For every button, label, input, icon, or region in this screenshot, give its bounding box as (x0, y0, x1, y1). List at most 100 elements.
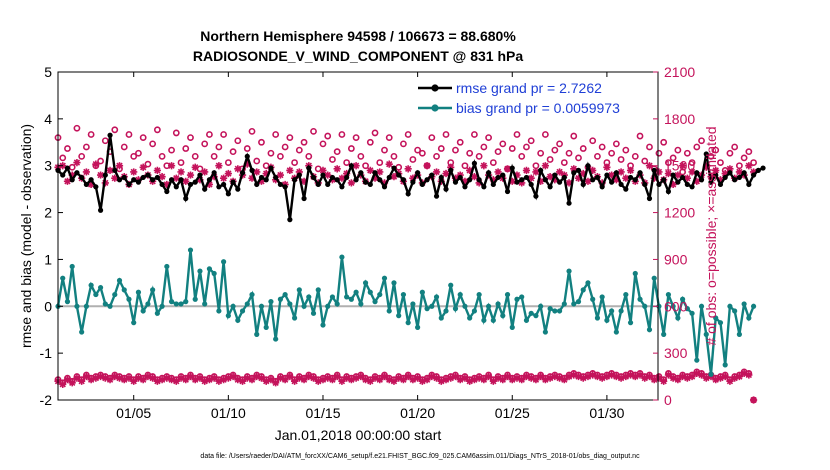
obs-assimilated-point (608, 371, 616, 379)
obs-assimilated-point (693, 177, 701, 185)
obs-assimilated-point (664, 371, 673, 379)
obs-possible-point (693, 143, 701, 151)
obs-assimilated-point (286, 166, 294, 174)
obs-assimilated-point (418, 377, 426, 385)
rmse-point (135, 179, 142, 185)
obs-assimilated-point (546, 374, 554, 382)
rmse-point (126, 181, 132, 188)
obs-assimilated-point (234, 165, 242, 173)
obs-assimilated-point (357, 372, 365, 381)
obs-assimilated-point (565, 372, 573, 381)
bias-point (150, 287, 156, 293)
rmse-point (665, 188, 672, 195)
obs-assimilated-point (167, 162, 176, 170)
right-axis: 0 300 600 900 1200 1500 1800 2100 (653, 64, 695, 408)
obs-possible-point (362, 162, 369, 170)
legend-rmse-label: rmse grand pr = 2.7262 (456, 80, 602, 96)
obs-assimilated-point (130, 377, 138, 385)
legend-rmse-marker (431, 84, 439, 92)
rmse-point (689, 184, 695, 190)
obs-possible-point (608, 149, 616, 157)
obs-possible-point (745, 148, 753, 156)
obs-assimilated-point (385, 160, 393, 168)
obs-possible-point (707, 152, 715, 160)
bias-point (604, 317, 610, 323)
bias-point (651, 275, 657, 281)
bias-point (197, 268, 203, 274)
bias-point (433, 294, 440, 300)
obs-assimilated-point (172, 174, 180, 182)
obs-assimilated-point (319, 376, 327, 384)
y-right-tick-label: 0 (664, 392, 672, 408)
obs-assimilated-point (82, 168, 90, 176)
obs-assimilated-point (352, 162, 360, 170)
obs-possible-point (665, 159, 672, 166)
x-tick-label: 01/25 (495, 405, 530, 421)
rmse-point (239, 170, 246, 176)
bias-point (187, 247, 194, 253)
obs-assimilated-point (101, 374, 109, 382)
bias-point (575, 299, 582, 305)
rmse-point (150, 177, 156, 183)
bias-point (135, 289, 142, 295)
rmse-point (202, 186, 208, 192)
obs-assimilated-point (466, 377, 474, 385)
series-rmse (55, 132, 766, 223)
rmse-point (443, 186, 449, 192)
obs-assimilated-point (655, 374, 663, 382)
obs-assimilated-point (115, 162, 124, 170)
obs-assimilated-point (451, 372, 460, 381)
obs-possible-point (617, 156, 625, 163)
obs-assimilated-point (257, 177, 266, 185)
bias-point (83, 303, 89, 309)
bias-point (325, 303, 331, 309)
obs-assimilated-point (475, 374, 483, 382)
bias-point (97, 284, 104, 291)
rmse-point (651, 167, 657, 173)
obs-assimilated-point (376, 168, 384, 176)
bias-point (263, 324, 269, 330)
rmse-point (254, 181, 260, 188)
obs-possible-point (532, 162, 540, 170)
obs-assimilated-point (63, 177, 72, 185)
bias-point (348, 296, 354, 302)
bias-point (202, 301, 208, 307)
rmse-point (566, 200, 572, 206)
obs-assimilated-point (120, 376, 128, 384)
obs-assimilated-point (309, 374, 318, 382)
obs-assimilated-point (333, 372, 341, 381)
bias-point (585, 280, 591, 286)
rmse-point (173, 184, 179, 190)
rmse-point (732, 177, 738, 183)
obs-possible-point (489, 159, 497, 166)
obs-assimilated-point (276, 374, 284, 382)
y-right-tick-label: 900 (664, 251, 688, 267)
y-right-axis-label: # of obs: o=possible; ×=assimilated (703, 126, 719, 345)
rmse-point (429, 172, 435, 178)
rmse-point (613, 170, 619, 176)
obs-possible-point (560, 159, 568, 166)
rmse-point (69, 177, 75, 183)
obs-assimilated-point (324, 171, 332, 179)
bias-point (239, 308, 246, 314)
obs-assimilated-point (631, 372, 639, 381)
obs-possible-point (518, 152, 526, 160)
obs-assimilated-point (73, 374, 81, 382)
obs-possible-point (224, 159, 232, 166)
rmse-point (438, 174, 444, 181)
rmse-point (410, 179, 416, 185)
obs-assimilated-point (735, 372, 743, 381)
obs-assimilated-point (68, 171, 76, 179)
obs-possible-point (319, 140, 327, 148)
bias-point (632, 270, 638, 277)
obs-assimilated-point (702, 374, 710, 382)
obs-possible-point (461, 162, 469, 170)
bias-point (192, 296, 198, 302)
plot-frame (57, 71, 659, 401)
bias-point (556, 308, 563, 314)
obs-possible-point (153, 126, 161, 134)
obs-assimilated-point (196, 176, 204, 184)
obs-possible-point (636, 132, 644, 140)
rmse-point (83, 181, 89, 188)
rmse-point (760, 165, 766, 171)
